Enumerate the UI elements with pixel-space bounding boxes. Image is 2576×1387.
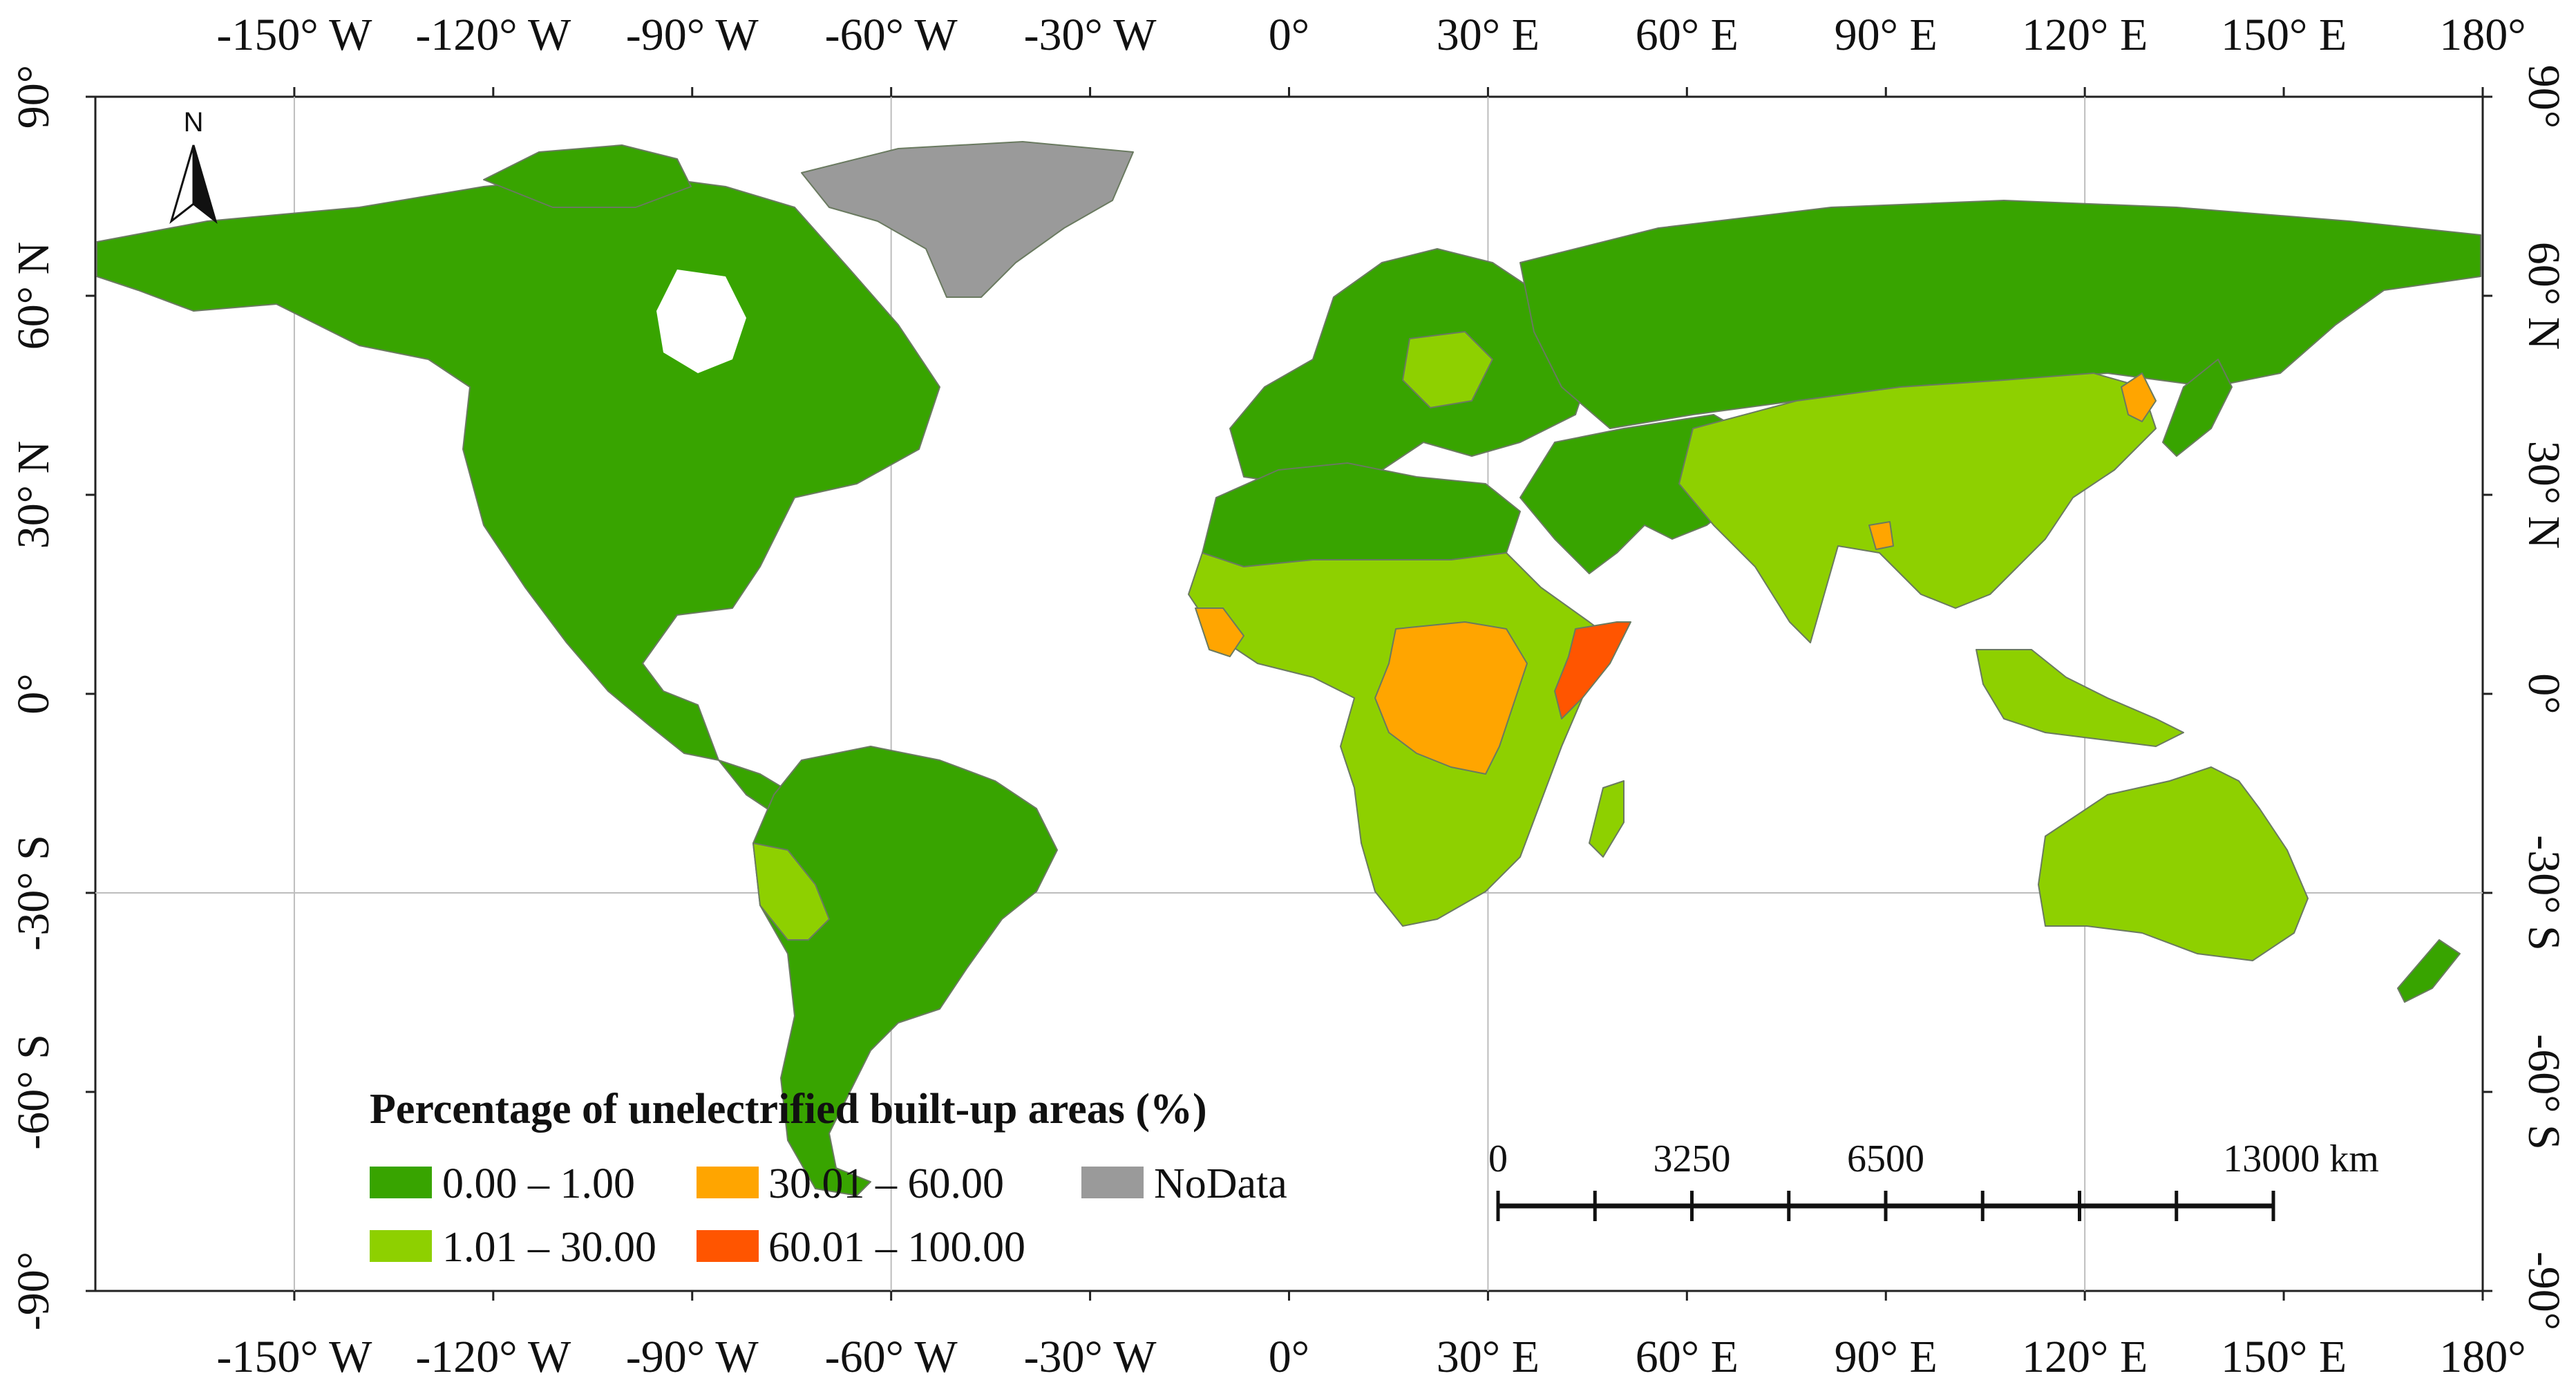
north-africa-region xyxy=(1202,462,1521,567)
scale-bar-label-1: 3250 xyxy=(1654,1138,1731,1180)
north-america-region xyxy=(96,172,940,761)
japan-region xyxy=(2162,359,2233,457)
australia-region xyxy=(2038,766,2309,961)
legend-label-3: 60.01 – 100.00 xyxy=(768,1224,1025,1271)
lat-label-left: 90° xyxy=(8,65,59,129)
lon-label-bottom: -120° W xyxy=(415,1332,571,1382)
lon-label-top: 120° E xyxy=(2022,10,2148,60)
lon-label-bottom: 150° E xyxy=(2221,1332,2347,1382)
greenland-region xyxy=(801,141,1134,298)
scale-bar-label-3: 13000 km xyxy=(2223,1138,2379,1180)
lat-label-right: -30° S xyxy=(2519,835,2569,951)
lon-label-bottom: 60° E xyxy=(1636,1332,1739,1382)
lon-label-top: 90° E xyxy=(1835,10,1938,60)
south-america-region xyxy=(752,746,1058,1196)
new-zealand-region xyxy=(2397,939,2461,1003)
legend-label-0: 0.00 – 1.00 xyxy=(442,1160,635,1207)
lat-label-left: 0° xyxy=(8,673,59,714)
lon-label-bottom: -90° W xyxy=(626,1332,759,1382)
lat-label-right: -60° S xyxy=(2519,1034,2569,1150)
eastern-europe-region xyxy=(1402,331,1493,408)
lat-label-right: -90° xyxy=(2519,1252,2569,1330)
legend-label-1: 1.01 – 30.00 xyxy=(442,1224,656,1271)
lon-label-bottom: -60° W xyxy=(825,1332,958,1382)
lon-label-bottom: 120° E xyxy=(2022,1332,2148,1382)
lat-label-right: 30° N xyxy=(2519,441,2569,549)
lon-label-bottom: 90° E xyxy=(1835,1332,1938,1382)
lon-label-bottom: -30° W xyxy=(1024,1332,1157,1382)
canadian-arctic-islands xyxy=(483,144,692,208)
lat-label-right: 60° N xyxy=(2519,242,2569,350)
scale-bar: 0 3250 6500 13000 km xyxy=(1488,1138,2379,1221)
lon-label-top: -120° W xyxy=(415,10,571,60)
lon-label-top: 30° E xyxy=(1437,10,1540,60)
latitude-labels-right: 90° 60° N 30° N 0° -30° S -60° S -90° xyxy=(2519,65,2569,1330)
lon-label-top: 180° xyxy=(2439,10,2526,60)
russia-region xyxy=(1519,200,2481,429)
lon-label-top: 0° xyxy=(1269,10,1309,60)
legend-title: Percentage of unelectrified built-up are… xyxy=(370,1086,1207,1133)
longitude-labels-bottom: -150° W -120° W -90° W -60° W -30° W 0° 30° E 6… xyxy=(216,1332,2526,1382)
bangladesh-region xyxy=(1868,521,1894,550)
china-region xyxy=(1678,372,2157,643)
legend-swatch-4 xyxy=(1081,1167,1144,1198)
west-africa-orange-region xyxy=(1195,607,1244,657)
lat-label-left: -90° xyxy=(8,1252,59,1330)
madagascar-region xyxy=(1589,780,1625,858)
scale-bar-label-0: 0 xyxy=(1488,1138,1508,1180)
north-arrow-label: N xyxy=(184,107,204,138)
lon-label-bottom: 180° xyxy=(2439,1332,2526,1382)
lon-label-top: -150° W xyxy=(216,10,372,60)
legend-label-4: NoData xyxy=(1154,1160,1287,1207)
lat-label-left: -60° S xyxy=(8,1034,59,1150)
longitude-labels-top: -150° W -120° W -90° W -60° W -30° W 0° 30° E 6… xyxy=(216,10,2526,60)
lon-label-top: -60° W xyxy=(825,10,958,60)
southeast-asia-islands xyxy=(1976,649,2184,747)
legend-swatch-0 xyxy=(370,1167,432,1198)
lon-label-bottom: -150° W xyxy=(216,1332,372,1382)
lon-label-bottom: 30° E xyxy=(1437,1332,1540,1382)
lon-label-top: -30° W xyxy=(1024,10,1157,60)
lat-label-left: 30° N xyxy=(8,441,59,549)
lon-label-top: -90° W xyxy=(626,10,759,60)
north-arrow: N xyxy=(169,107,218,225)
lon-label-top: 60° E xyxy=(1636,10,1739,60)
legend-swatch-2 xyxy=(697,1167,759,1198)
hudson-bay xyxy=(656,270,746,373)
peru-region xyxy=(752,842,830,941)
north-arrow-icon xyxy=(169,144,218,225)
legend-swatch-3 xyxy=(697,1230,759,1262)
lon-label-top: 150° E xyxy=(2221,10,2347,60)
central-africa-orange-region xyxy=(1374,621,1528,775)
legend-swatch-1 xyxy=(370,1230,432,1262)
axis-ticks xyxy=(86,87,2492,1301)
latitude-labels-left: 90° 60° N 30° N 0° -30° S -60° S -90° xyxy=(8,65,59,1330)
korea-region xyxy=(2121,372,2157,422)
lat-label-left: 60° N xyxy=(8,242,59,350)
landmasses xyxy=(96,141,2481,1196)
somalia-region xyxy=(1554,621,1631,719)
legend-label-2: 30.01 – 60.00 xyxy=(768,1160,1004,1207)
lat-label-left: -30° S xyxy=(8,835,59,951)
lon-label-bottom: 0° xyxy=(1269,1332,1309,1382)
lat-label-right: 90° xyxy=(2519,65,2569,129)
lat-label-right: 0° xyxy=(2519,673,2569,714)
legend: Percentage of unelectrified built-up are… xyxy=(370,1086,1287,1271)
scale-bar-label-2: 6500 xyxy=(1847,1138,1924,1180)
